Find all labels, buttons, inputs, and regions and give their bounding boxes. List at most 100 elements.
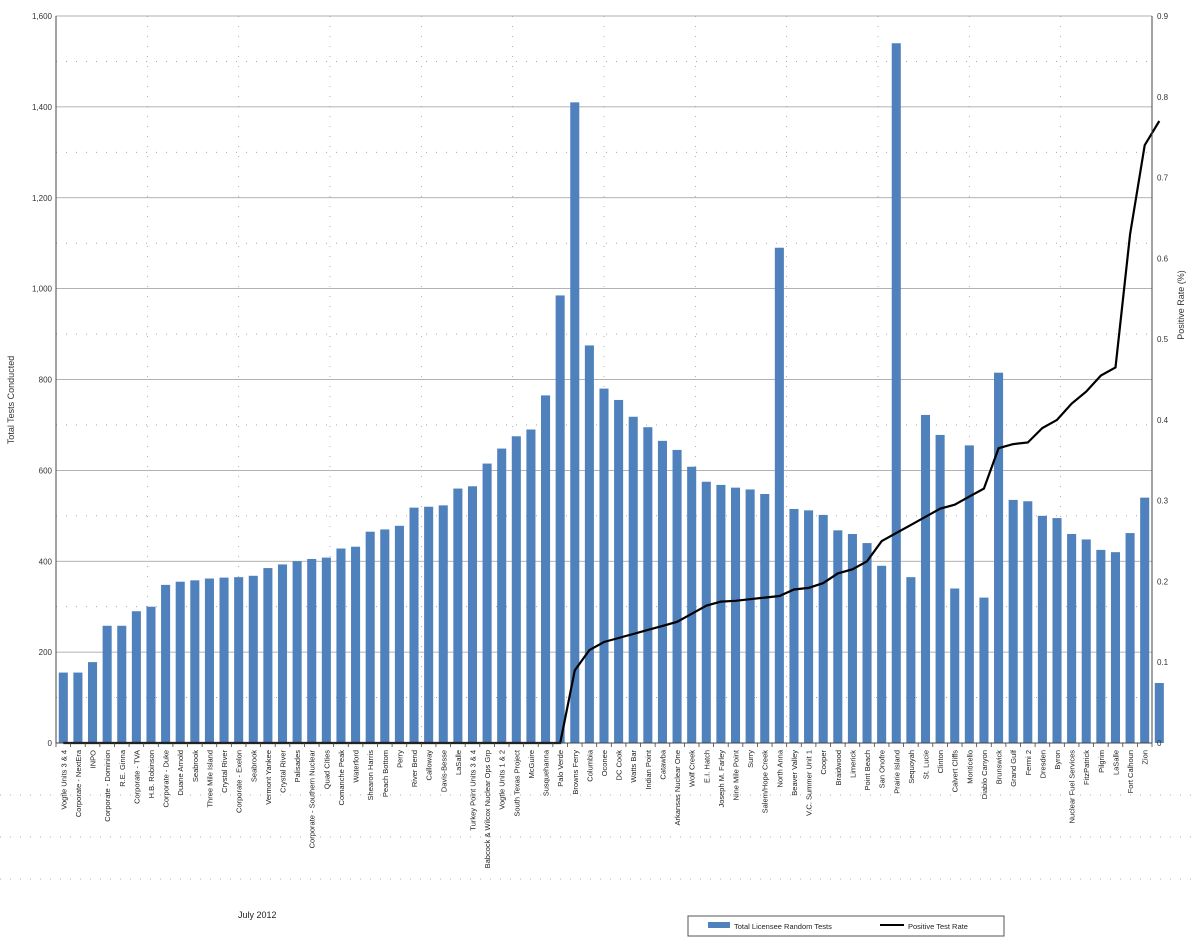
bar bbox=[643, 427, 653, 743]
left-tick-label: 0 bbox=[48, 739, 53, 748]
bar bbox=[234, 577, 244, 743]
right-tick-label: 0.7 bbox=[1157, 174, 1169, 183]
bar bbox=[409, 507, 419, 743]
left-tick-label: 1,400 bbox=[32, 103, 53, 112]
category-label: Dresden bbox=[1038, 750, 1047, 778]
bar bbox=[701, 481, 711, 743]
bar bbox=[526, 429, 536, 743]
category-label: DC Cook bbox=[615, 750, 624, 781]
bar bbox=[88, 662, 98, 743]
bar bbox=[58, 672, 68, 743]
category-label: St. Lucie bbox=[922, 750, 931, 779]
category-label: Calvert Cliffs bbox=[951, 750, 960, 793]
right-tick-label: 0.3 bbox=[1157, 497, 1169, 506]
category-label: Cooper bbox=[819, 750, 828, 775]
bar bbox=[394, 525, 404, 743]
bar bbox=[511, 436, 521, 743]
bar bbox=[1140, 497, 1150, 743]
bar bbox=[760, 494, 770, 743]
category-label: Byron bbox=[1053, 750, 1062, 770]
bar bbox=[102, 625, 112, 743]
bar bbox=[745, 489, 755, 743]
bar bbox=[672, 449, 682, 743]
category-label: Clinton bbox=[936, 750, 945, 773]
bar bbox=[482, 463, 492, 743]
category-label: Shearon Harris bbox=[366, 750, 375, 801]
category-label: McGuire bbox=[527, 750, 536, 778]
bar bbox=[628, 416, 638, 743]
right-axis-ticks: 0 0.1 0.2 0.3 0.4 0.5 0.6 0.7 0.8 0.9 bbox=[1157, 12, 1169, 748]
category-label: Brunswick bbox=[995, 750, 1004, 784]
bar bbox=[73, 672, 83, 743]
right-axis-title: Positive Rate (%) bbox=[1176, 270, 1186, 340]
legend-bar-swatch bbox=[708, 922, 730, 928]
bar bbox=[584, 345, 594, 743]
category-label: South Texas Project bbox=[512, 749, 521, 816]
bar bbox=[365, 531, 375, 743]
bar bbox=[467, 486, 478, 743]
category-label: Catawba bbox=[659, 749, 668, 779]
bar bbox=[277, 564, 288, 743]
bar bbox=[555, 295, 565, 743]
category-label: Waterford bbox=[352, 750, 361, 783]
category-label: V.C. Summer Unit 1 bbox=[805, 750, 814, 816]
bar bbox=[935, 434, 945, 743]
category-label: INPO bbox=[89, 750, 98, 769]
bar bbox=[730, 487, 741, 743]
category-label: Salem/Hope Creek bbox=[761, 750, 770, 814]
category-label: River Bend bbox=[410, 750, 419, 787]
bar bbox=[818, 514, 828, 743]
category-label: Corporate - TVA bbox=[132, 750, 141, 804]
footer-date: July 2012 bbox=[238, 910, 277, 920]
category-label: Joseph M. Farley bbox=[717, 750, 726, 808]
left-axis-title: Total Tests Conducted bbox=[6, 356, 16, 444]
bar bbox=[994, 372, 1004, 743]
category-label: Corporate - NextEra bbox=[74, 749, 83, 817]
category-label: Davis-Besse bbox=[439, 750, 448, 792]
left-tick-label: 800 bbox=[39, 376, 53, 385]
category-label: Corporate - Dominion bbox=[103, 750, 112, 822]
bar bbox=[920, 414, 931, 743]
bar bbox=[774, 247, 784, 743]
category-label: Point Beach bbox=[863, 750, 872, 790]
category-label: Peach Bottom bbox=[381, 750, 390, 797]
category-label: Calloway bbox=[425, 750, 434, 781]
bar bbox=[789, 508, 799, 743]
category-label: Indian Point bbox=[644, 749, 653, 790]
category-label: R.E. Ginna bbox=[118, 749, 127, 787]
bar bbox=[263, 568, 273, 743]
bar bbox=[248, 575, 258, 743]
category-label: Quad Cities bbox=[322, 750, 331, 789]
bars bbox=[58, 43, 1164, 744]
right-tick-label: 0 bbox=[1157, 739, 1162, 748]
left-tick-label: 1,000 bbox=[32, 285, 53, 294]
right-tick-label: 0.5 bbox=[1157, 335, 1169, 344]
category-label: Babcock & Wilcox Nuclear Ops Grp bbox=[483, 750, 492, 868]
bar bbox=[497, 448, 507, 743]
category-label: Seabrook bbox=[249, 750, 258, 782]
bar bbox=[204, 578, 214, 743]
category-label: Seabrook bbox=[191, 750, 200, 782]
right-tick-label: 0.2 bbox=[1157, 577, 1169, 586]
category-label: Vogtle Units 1 & 2 bbox=[498, 750, 507, 810]
bar bbox=[175, 581, 185, 743]
category-label: San Onofre bbox=[878, 750, 887, 788]
bar bbox=[1023, 501, 1033, 743]
bar bbox=[891, 43, 901, 743]
bar bbox=[380, 529, 390, 743]
category-label: Limerick bbox=[848, 750, 857, 778]
bar bbox=[438, 505, 448, 743]
bar bbox=[1037, 515, 1047, 743]
bar bbox=[687, 466, 697, 743]
bar bbox=[614, 399, 624, 743]
bar bbox=[877, 565, 887, 743]
left-tick-label: 600 bbox=[39, 466, 53, 475]
category-label: Browns Ferry bbox=[571, 750, 580, 795]
category-label: Monticello bbox=[965, 750, 974, 784]
bar bbox=[161, 584, 171, 743]
category-label: Crystal River bbox=[279, 749, 288, 792]
left-tick-label: 1,200 bbox=[32, 194, 53, 203]
bar bbox=[1125, 533, 1135, 743]
bar bbox=[131, 611, 141, 743]
